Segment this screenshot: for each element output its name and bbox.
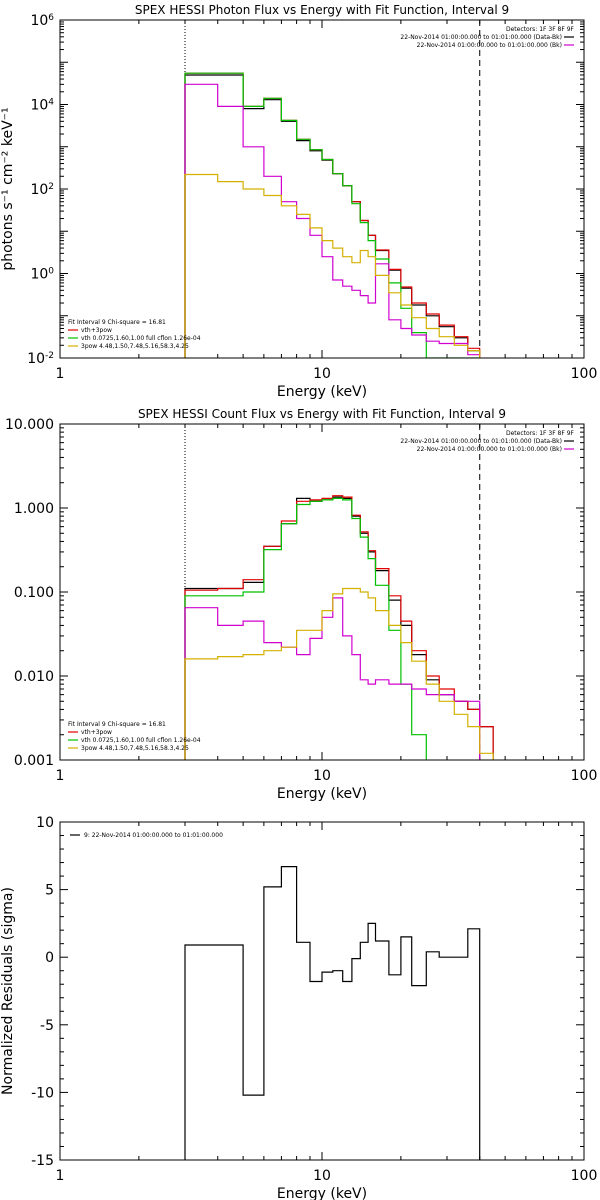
y-tick-exponent: 2 [48,182,54,192]
x-tick-label: 100 [571,768,598,784]
chart-panel-1: SPEX HESSI Photon Flux vs Energy with Fi… [0,3,597,400]
y-tick-label: 0.010 [14,669,54,685]
legend-entry: 22-Nov-2014 01:00:00.000 to 01:01:00.000… [417,42,562,49]
x-tick-label: 100 [571,1168,598,1184]
y-tick-exponent: 4 [48,98,54,108]
y-tick-label: 100 [30,267,54,283]
chart-panel-3: 1 10 100 Energy (keV) -15 -10 -5 0 5 10 Normalized… [0,815,597,1200]
y-tick-label: -15 [31,1153,54,1169]
legend-entry: vth 0.0725,1.60,1.00 full cflon 1.26e-04 [81,737,201,744]
y-tick-label: 5 [45,883,54,899]
x-tick-label: 1 [56,1168,65,1184]
y-tick-label: 104 [30,98,54,114]
legend-entry: 3pow 4.48,1.50,7.48,5.16,58.3,4.25 [81,343,189,350]
legend-header: Fit Interval 9 Chi-square = 16.81 [68,319,166,326]
chart-title: SPEX HESSI Photon Flux vs Energy with Fi… [135,3,509,17]
y-tick-label: -10 [31,1085,54,1101]
series-line-5 [184,587,494,760]
series-line-1 [184,74,481,358]
y-tick-label: -5 [40,1018,54,1034]
series-group [184,866,481,1160]
x-tick-label: 10 [313,366,331,382]
legend-entry: vth+3pow [81,327,112,334]
y-tick-mantissa: -10 [31,1085,54,1101]
y-tick-exponent: 0 [48,267,54,277]
y-axis-label: photons s⁻¹ cm⁻² keV⁻¹ [0,107,16,270]
legend-entry: 22-Nov-2014 01:00:00.000 to 01:01:00.000… [400,34,562,41]
plot-frame [59,821,585,1161]
y-axis-label: Normalized Residuals (sigma) [0,887,16,1095]
x-tick-label: 1 [56,366,65,382]
x-tick-label: 100 [571,366,598,382]
y-tick-mantissa: 5 [45,883,54,899]
y-tick-label: 10 [36,815,54,831]
x-axis-label: Energy (keV) [277,1186,367,1200]
y-tick-mantissa: 10 [27,351,45,367]
series-group [184,495,494,760]
y-tick-label: 102 [30,182,54,198]
legend-entry: 22-Nov-2014 01:00:00.000 to 01:01:00.000… [417,446,562,453]
y-tick-label: 10-2 [27,351,54,367]
y-tick-mantissa: 10 [30,267,48,283]
chart-title: SPEX HESSI Count Flux vs Energy with Fit… [138,407,506,421]
series-line-1 [184,866,481,1160]
series-group [184,72,481,358]
legend-entry: 9: 22-Nov-2014 01:00:00.000 to 01:01:00.… [84,832,223,839]
y-tick-mantissa: 10 [30,98,48,114]
y-tick-mantissa: 10.000 [5,417,54,433]
legend-header: Detectors: 1F 3F 8F 9F [506,26,575,33]
series-line-5 [184,173,481,358]
y-tick-mantissa: -5 [40,1018,54,1034]
y-tick-mantissa: 1.000 [14,501,54,517]
legend-entry: 3pow 4.48,1.50,7.48,5.16,58.3,4.25 [81,745,189,752]
y-tick-exponent: -2 [45,351,54,361]
y-tick-mantissa: -15 [31,1153,54,1169]
y-tick-label: 0.100 [14,585,54,601]
y-tick-mantissa: 10 [36,815,54,831]
series-line-1 [184,496,494,760]
series-line-4 [184,83,481,358]
series-line-3 [184,497,494,760]
y-tick-label: 1.000 [14,501,54,517]
legend-header: Detectors: 1F 3F 8F 9F [506,430,575,437]
x-axis-label: Energy (keV) [277,384,367,400]
x-tick-label: 10 [313,1168,331,1184]
chart-panel-2: SPEX HESSI Count Flux vs Energy with Fit… [5,407,597,802]
y-tick-label: 10.000 [5,417,54,433]
series-line-2 [184,495,494,760]
y-tick-mantissa: 0 [45,950,54,966]
legend-entry: 22-Nov-2014 01:00:00.000 to 01:01:00.000… [400,438,562,445]
x-axis-label: Energy (keV) [277,786,367,802]
series-line-3 [184,72,480,358]
y-tick-mantissa: 0.100 [14,585,54,601]
y-tick-mantissa: 0.001 [14,753,54,769]
y-tick-mantissa: 10 [30,182,48,198]
plot-frame [59,423,585,761]
legend-entry: vth 0.0725,1.60,1.00 full cflon 1.26e-04 [81,335,201,342]
y-tick-mantissa: 10 [30,13,48,29]
y-tick-label: 106 [30,13,54,29]
legend-entry: vth+3pow [81,729,112,736]
x-tick-label: 10 [313,768,331,784]
y-tick-label: 0 [45,950,54,966]
y-tick-label: 0.001 [14,753,54,769]
legend-header: Fit Interval 9 Chi-square = 16.81 [68,721,166,728]
plot-frame [59,19,585,359]
y-tick-exponent: 6 [48,13,54,23]
y-tick-mantissa: 0.010 [14,669,54,685]
x-tick-label: 1 [56,768,65,784]
